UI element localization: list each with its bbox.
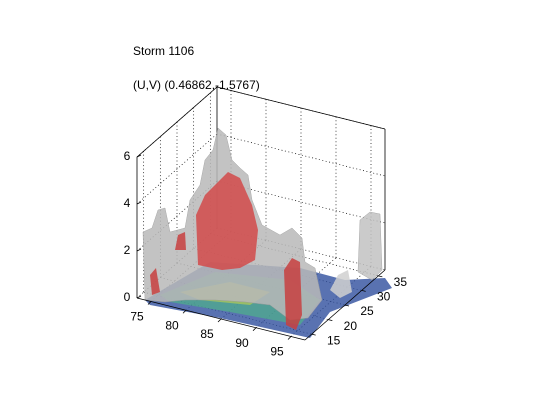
x-tick-label: 85 [200,327,214,341]
x-tick [287,336,292,340]
z-tick [136,295,142,299]
z-tick [136,154,142,158]
z-tick-label: 6 [124,149,131,163]
y-tick-label: 25 [360,304,374,318]
axis-line [136,86,218,158]
y-tick [361,290,366,292]
x-tick-label: 75 [130,310,144,324]
y-tick-label: 30 [377,290,391,304]
chart-title: Storm 1106 [133,44,194,58]
z-tick-label: 0 [124,290,131,304]
y-tick [378,275,383,278]
y-tick-label: 35 [394,275,408,289]
y-tick [328,319,333,321]
x-tick [182,309,187,314]
grid-line [216,133,386,177]
red-surface [196,172,258,270]
y-tick-label: 20 [344,319,358,333]
red-surface [150,268,160,295]
gray-surface [357,211,383,281]
x-tick-label: 95 [270,345,284,359]
x-tick-label: 90 [235,336,249,350]
chart-subtitle: (U,V) (0.46862,-1.5767) [133,78,260,92]
y-tick-label: 15 [327,333,341,347]
isosurfaces [142,127,392,338]
z-tick-label: 4 [124,196,131,210]
x-tick [217,318,222,323]
y-tick [311,333,316,336]
x-tick [252,327,257,332]
axis-line [216,86,386,130]
red-surface [284,258,302,330]
x-tick-label: 80 [165,318,179,332]
grid-line [136,133,218,205]
z-tick-label: 2 [124,243,131,257]
y-tick [344,304,350,307]
gray-surface [330,270,352,298]
z-tick [136,248,142,252]
z-tick [136,201,142,205]
red-surface [175,232,186,250]
x-tick [147,301,152,305]
